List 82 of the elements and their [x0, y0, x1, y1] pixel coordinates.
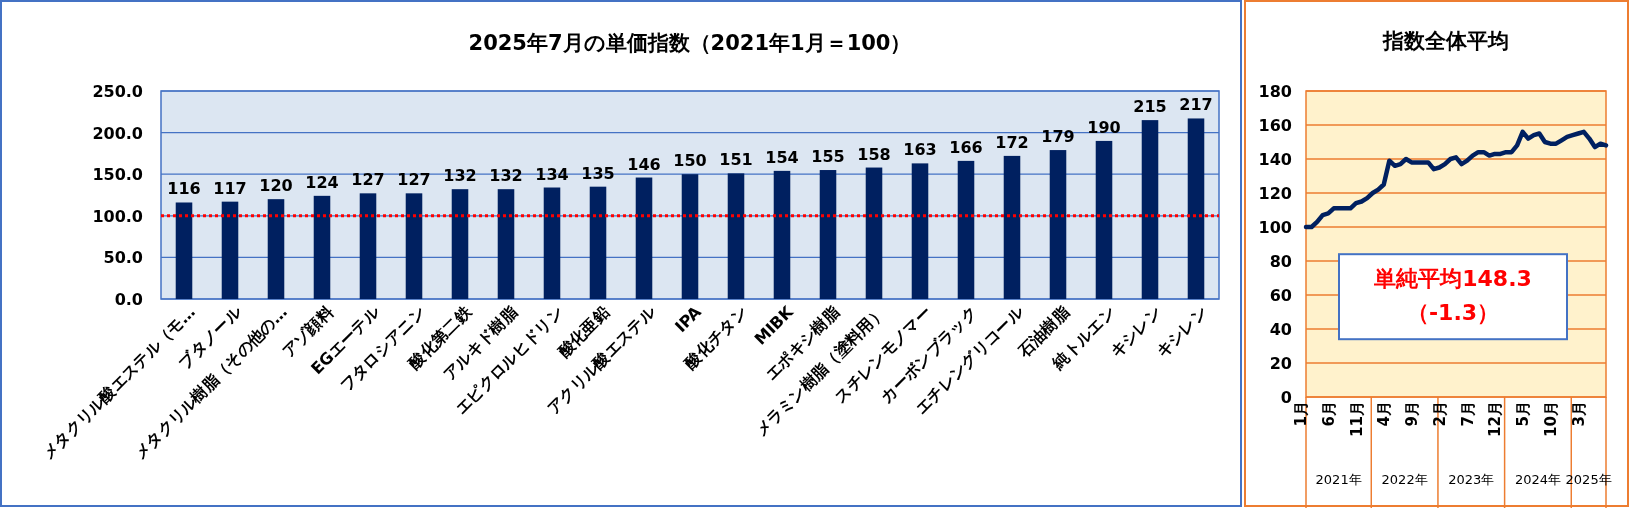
line-series	[1303, 129, 1609, 230]
bar	[359, 193, 377, 299]
data-label: 116	[167, 179, 201, 199]
bar	[451, 189, 469, 299]
data-label: 215	[1133, 97, 1167, 117]
data-label: 151	[719, 150, 753, 170]
y-tick-label: 120	[1258, 184, 1292, 203]
y-tick-label: 20	[1269, 354, 1292, 373]
annotation: 単純平均148.3 （-1.3）	[1373, 266, 1532, 326]
data-label: 132	[489, 166, 523, 186]
x-tick-label: 10月	[1542, 401, 1560, 437]
text: 2024年	[1514, 472, 1561, 487]
text: 2022年	[1381, 472, 1428, 487]
bar	[1049, 150, 1067, 299]
data-label: 163	[903, 140, 937, 160]
text: 2023年	[1448, 472, 1495, 487]
data-label: 217	[1179, 95, 1213, 115]
y-tick-label: 0	[1280, 388, 1292, 407]
bar	[911, 163, 929, 299]
x-tick-label: 7月	[1458, 401, 1477, 427]
bar	[543, 187, 561, 299]
data-label: 155	[811, 147, 845, 167]
y-tick-label: 80	[1269, 252, 1292, 271]
data-label: 150	[673, 151, 707, 171]
x-tick-label: 4月	[1375, 401, 1394, 427]
data-label: 146	[627, 154, 661, 174]
data-label: 166	[949, 137, 983, 157]
bar	[681, 174, 699, 299]
bar	[221, 201, 239, 299]
x-tick-label: 9月	[1403, 401, 1422, 427]
y-tick-label: 100.0	[92, 206, 143, 226]
x-tick-label: 12月	[1486, 401, 1505, 437]
bar	[1141, 120, 1159, 299]
y-tick-label: 140	[1258, 150, 1292, 169]
y-tick-label: 160	[1258, 116, 1292, 135]
bar	[497, 189, 515, 299]
y-tick-label: 40	[1269, 320, 1292, 339]
bar	[1003, 155, 1021, 299]
bar	[589, 186, 607, 299]
data-label: 124	[305, 172, 339, 192]
x-tick-label: IPA	[671, 301, 706, 337]
y-tick-label: 100	[1258, 218, 1292, 237]
data-label: 132	[443, 166, 477, 186]
x-tick-label: 5月	[1514, 401, 1533, 427]
data-label: 127	[351, 170, 385, 190]
data-label: 190	[1087, 117, 1121, 137]
bar	[313, 195, 331, 299]
bar	[1095, 140, 1113, 299]
bar	[635, 177, 653, 299]
y-tick-label: 150.0	[92, 165, 143, 185]
data-label: 172	[995, 132, 1029, 152]
bar	[175, 202, 193, 299]
y-tick-label: 60	[1269, 286, 1292, 305]
data-label: 154	[765, 147, 799, 167]
bar	[819, 170, 837, 299]
bar	[865, 167, 883, 299]
x-tick-label: 2月	[1430, 401, 1449, 427]
bar	[727, 173, 745, 299]
bar	[1187, 118, 1205, 299]
text: 2021年	[1315, 472, 1362, 487]
data-label: 135	[581, 163, 615, 183]
data-label: 179	[1041, 127, 1075, 147]
bar	[773, 170, 791, 299]
y-tick-label: 50.0	[103, 248, 143, 268]
bar	[957, 160, 975, 299]
data-label: 120	[259, 176, 293, 196]
x-tick-label: 11月	[1347, 401, 1366, 437]
data-label: 134	[535, 164, 569, 184]
bar	[267, 199, 285, 299]
x-tick-label: 1月	[1292, 401, 1310, 427]
bar	[405, 193, 423, 299]
data-label: 127	[397, 170, 431, 190]
x-tick-label: 6月	[1319, 401, 1338, 427]
y-tick-label: 0.0	[114, 290, 143, 309]
chart-title: 指数全体平均	[1382, 29, 1509, 53]
data-label: 117	[213, 178, 247, 198]
y-tick-label: 180	[1258, 82, 1292, 101]
data-label: 158	[857, 144, 891, 164]
chart-title: 2025年7月の単価指数（2021年1月＝100）	[468, 31, 912, 55]
y-tick-label: 250.0	[92, 82, 143, 101]
y-tick-label: 200.0	[92, 123, 143, 143]
x-tick-label: 3月	[1569, 401, 1588, 427]
